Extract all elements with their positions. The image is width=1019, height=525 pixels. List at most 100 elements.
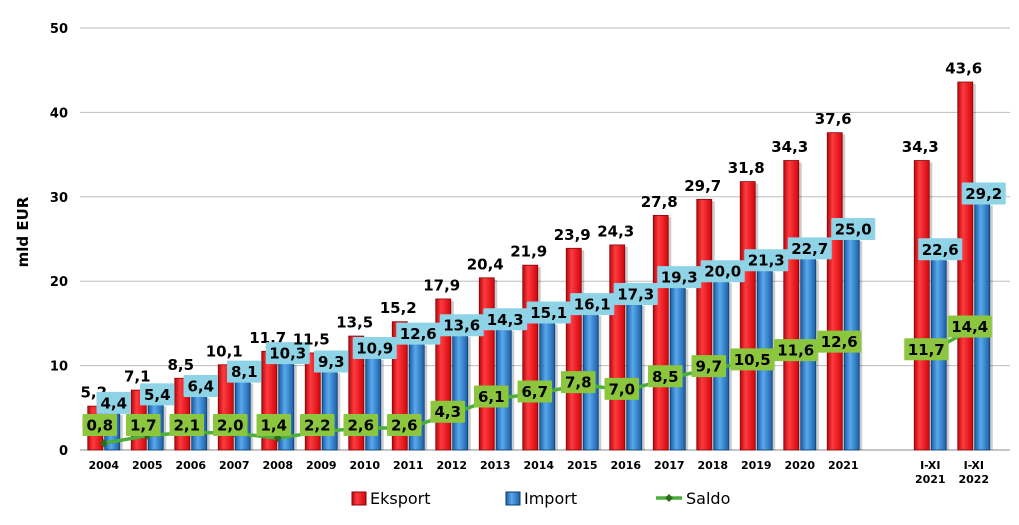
x-tick-label: 2014 xyxy=(523,459,554,472)
import-label: 21,3 xyxy=(748,252,785,270)
x-tick-label: 2008 xyxy=(262,459,293,472)
eksport-label: 27,8 xyxy=(641,193,678,211)
eksport-bar xyxy=(696,198,713,451)
import-label-bg xyxy=(96,391,131,414)
saldo-label: 1,7 xyxy=(130,417,157,435)
eksport-bar xyxy=(826,132,843,451)
x-tick-label: I-XI xyxy=(964,459,984,472)
y-tick-label: 50 xyxy=(50,22,68,37)
eksport-label: 21,9 xyxy=(510,243,547,261)
import-label: 10,9 xyxy=(356,340,393,358)
import-label: 5,4 xyxy=(144,386,171,404)
x-tick-label: 2012 xyxy=(436,459,467,472)
import-label: 19,3 xyxy=(661,269,698,287)
eksport-label: 7,1 xyxy=(124,368,151,386)
import-label-bg xyxy=(227,360,262,383)
x-tick-label: 2021 xyxy=(828,459,859,472)
import-label-bg xyxy=(700,260,745,283)
eksport-bar xyxy=(522,264,539,451)
saldo-label: 2,1 xyxy=(173,417,200,435)
saldo-label: 10,5 xyxy=(734,351,771,369)
eksport-label: 43,6 xyxy=(945,60,982,78)
x-tick-label: 2009 xyxy=(306,459,337,472)
eksport-bar xyxy=(913,160,930,451)
saldo-label-bg xyxy=(300,414,335,436)
saldo-label-bg xyxy=(343,414,378,436)
saldo-label: 11,7 xyxy=(908,341,945,359)
import-label: 29,2 xyxy=(965,185,1002,203)
import-label-bg xyxy=(918,238,963,261)
saldo-label: 7,8 xyxy=(565,374,592,392)
saldo-label-bg xyxy=(561,371,596,394)
y-tick-label: 40 xyxy=(50,106,68,121)
import-bar xyxy=(365,357,382,451)
y-tick-label: 10 xyxy=(50,360,68,375)
x-axis-categories: 2004 2005 2006 2007 2008 2009 2010 2011 2012 2013… xyxy=(88,459,989,486)
saldo-label-bg xyxy=(82,414,117,436)
saldo-label-bg xyxy=(648,365,683,388)
saldo-label-bg xyxy=(517,380,552,403)
import-label-bg xyxy=(314,350,349,373)
saldo-label-bg xyxy=(817,330,862,353)
saldo-label: 4,3 xyxy=(434,403,461,421)
x-tick-label: 2016 xyxy=(610,459,641,472)
import-label-bg xyxy=(613,282,658,305)
import-label-bg xyxy=(183,374,218,397)
eksport-label: 34,3 xyxy=(902,138,939,156)
saldo-label-bg xyxy=(213,414,248,436)
saldo-label-bg xyxy=(430,400,465,423)
import-label: 20,0 xyxy=(704,263,741,281)
eksport-label: 10,1 xyxy=(206,342,243,360)
eksport-label: 37,6 xyxy=(815,110,852,128)
import-label: 10,3 xyxy=(269,345,306,363)
eksport-label: 15,2 xyxy=(380,299,417,317)
saldo-label-bg xyxy=(169,414,204,436)
import-label-bg xyxy=(265,342,310,365)
saldo-label: 14,4 xyxy=(951,318,988,336)
eksport-label: 20,4 xyxy=(467,255,504,273)
eksport-label: 23,9 xyxy=(554,226,591,244)
eksport-bar xyxy=(957,81,974,451)
import-label: 25,0 xyxy=(835,221,872,239)
import-label: 6,4 xyxy=(187,377,214,395)
legend-label-import: Import xyxy=(524,489,577,508)
x-tick-label: 2006 xyxy=(175,459,206,472)
import-label-bg xyxy=(744,249,789,272)
import-label-bg xyxy=(483,308,528,331)
import-label: 9,3 xyxy=(318,353,345,371)
x-tick-label: 2022 xyxy=(958,473,989,486)
eksport-label: 8,5 xyxy=(167,356,194,374)
import-label-bg xyxy=(439,314,484,337)
import-label: 8,1 xyxy=(231,363,258,381)
saldo-label-bg xyxy=(387,414,422,436)
legend-swatch-eksport xyxy=(351,491,367,506)
y-axis-title: mld EUR xyxy=(14,196,32,267)
eksport-bar xyxy=(565,247,582,451)
x-tick-label: 2011 xyxy=(393,459,424,472)
eksport-label: 11,5 xyxy=(293,330,330,348)
saldo-label-bg xyxy=(691,355,726,378)
y-tick-label: 0 xyxy=(59,444,68,459)
saldo-label: 9,7 xyxy=(695,358,722,376)
saldo-label: 6,7 xyxy=(521,383,548,401)
saldo-label-bg xyxy=(126,414,161,436)
import-bar xyxy=(626,303,643,451)
import-label: 15,1 xyxy=(530,304,567,322)
legend: Eksport Import Saldo xyxy=(351,489,730,508)
import-label-bg xyxy=(352,337,397,360)
saldo-label-bg xyxy=(947,315,992,338)
y-axis: 0 10 20 30 40 50 xyxy=(50,22,68,459)
import-label-bg xyxy=(526,301,571,324)
legend-swatch-import xyxy=(505,491,521,506)
x-tick-label: 2021 xyxy=(915,473,946,486)
saldo-label: 1,4 xyxy=(260,417,287,435)
import-label: 22,6 xyxy=(922,241,959,259)
x-tick-label: I-XI xyxy=(920,459,940,472)
eksport-label: 31,8 xyxy=(728,159,765,177)
legend-label-eksport: Eksport xyxy=(370,489,431,508)
y-tick-label: 20 xyxy=(50,275,68,290)
import-bar xyxy=(452,334,469,451)
saldo-point xyxy=(273,434,282,443)
x-tick-label: 2010 xyxy=(349,459,380,472)
saldo-label: 0,8 xyxy=(86,417,113,435)
